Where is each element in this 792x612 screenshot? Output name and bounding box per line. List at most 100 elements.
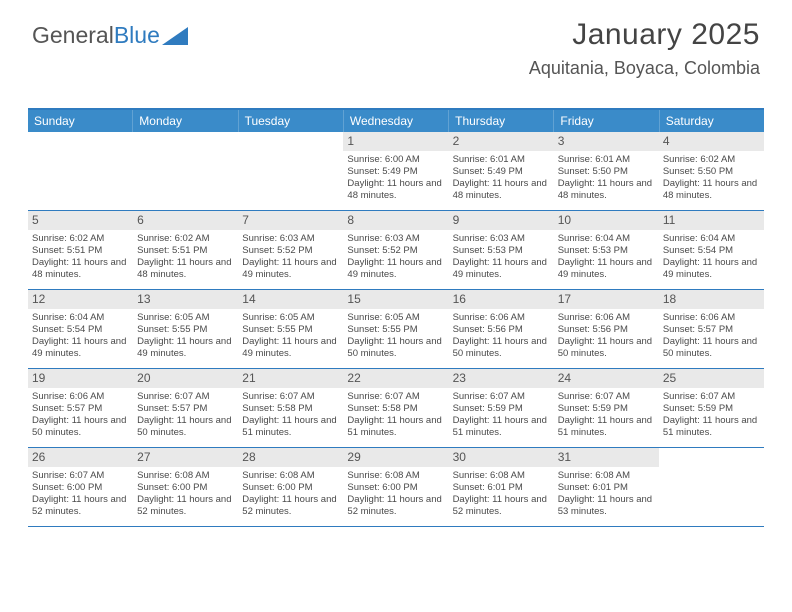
sunset-line: Sunset: 5:49 PM [347,166,444,178]
sunset-line: Sunset: 5:56 PM [558,324,655,336]
sunset-line: Sunset: 6:00 PM [347,482,444,494]
sunrise-line: Sunrise: 6:01 AM [558,154,655,166]
day-body: Sunrise: 6:01 AMSunset: 5:50 PMDaylight:… [554,153,659,206]
day-body: Sunrise: 6:08 AMSunset: 6:01 PMDaylight:… [554,469,659,522]
day-body: Sunrise: 6:07 AMSunset: 5:59 PMDaylight:… [659,390,764,443]
day-body: Sunrise: 6:06 AMSunset: 5:57 PMDaylight:… [659,311,764,364]
sunrise-line: Sunrise: 6:06 AM [32,391,129,403]
day-body: Sunrise: 6:07 AMSunset: 5:58 PMDaylight:… [343,390,448,443]
sunrise-line: Sunrise: 6:05 AM [347,312,444,324]
sunset-line: Sunset: 5:50 PM [663,166,760,178]
day-number: 7 [238,211,343,230]
sunrise-line: Sunrise: 6:08 AM [137,470,234,482]
daylight-line: Daylight: 11 hours and 50 minutes. [32,415,129,439]
day-body: Sunrise: 6:01 AMSunset: 5:49 PMDaylight:… [449,153,554,206]
daylight-line: Daylight: 11 hours and 52 minutes. [32,494,129,518]
day-body: Sunrise: 6:07 AMSunset: 6:00 PMDaylight:… [28,469,133,522]
day-number: 29 [343,448,448,467]
sunrise-line: Sunrise: 6:07 AM [137,391,234,403]
daylight-line: Daylight: 11 hours and 48 minutes. [663,178,760,202]
sunrise-line: Sunrise: 6:04 AM [32,312,129,324]
calendar-cell: 18Sunrise: 6:06 AMSunset: 5:57 PMDayligh… [659,290,764,368]
calendar-cell [238,132,343,210]
calendar-cell: 24Sunrise: 6:07 AMSunset: 5:59 PMDayligh… [554,369,659,447]
calendar-cell: 4 Sunrise: 6:02 AMSunset: 5:50 PMDaylight… [659,132,764,210]
daylight-line: Daylight: 11 hours and 51 minutes. [453,415,550,439]
calendar-cell: 23Sunrise: 6:07 AMSunset: 5:59 PMDayligh… [449,369,554,447]
daylight-line: Daylight: 11 hours and 51 minutes. [558,415,655,439]
sunrise-line: Sunrise: 6:04 AM [663,233,760,245]
day-body: Sunrise: 6:08 AMSunset: 6:01 PMDaylight:… [449,469,554,522]
weekday-header: Thursday [449,110,554,132]
calendar-cell: 17Sunrise: 6:06 AMSunset: 5:56 PMDayligh… [554,290,659,368]
sunrise-line: Sunrise: 6:08 AM [347,470,444,482]
calendar-cell: 16Sunrise: 6:06 AMSunset: 5:56 PMDayligh… [449,290,554,368]
sunrise-line: Sunrise: 6:06 AM [558,312,655,324]
day-body: Sunrise: 6:07 AMSunset: 5:58 PMDaylight:… [238,390,343,443]
calendar-cell: 22Sunrise: 6:07 AMSunset: 5:58 PMDayligh… [343,369,448,447]
daylight-line: Daylight: 11 hours and 49 minutes. [663,257,760,281]
day-body: Sunrise: 6:05 AMSunset: 5:55 PMDaylight:… [238,311,343,364]
weekday-header: Friday [554,110,659,132]
day-body: Sunrise: 6:02 AMSunset: 5:51 PMDaylight:… [28,232,133,285]
calendar-cell: 5Sunrise: 6:02 AMSunset: 5:51 PMDaylight… [28,211,133,289]
day-number: 3 [554,132,659,151]
calendar-cell: 29Sunrise: 6:08 AMSunset: 6:00 PMDayligh… [343,448,448,526]
day-body: Sunrise: 6:02 AMSunset: 5:51 PMDaylight:… [133,232,238,285]
calendar-cell: 21Sunrise: 6:07 AMSunset: 5:58 PMDayligh… [238,369,343,447]
sunset-line: Sunset: 5:51 PM [32,245,129,257]
sunset-line: Sunset: 6:01 PM [453,482,550,494]
calendar-cell: 9 Sunrise: 6:03 AMSunset: 5:53 PMDaylight… [449,211,554,289]
day-number: 8 [343,211,448,230]
sunset-line: Sunset: 5:52 PM [242,245,339,257]
sunrise-line: Sunrise: 6:05 AM [242,312,339,324]
calendar-cell: 20Sunrise: 6:07 AMSunset: 5:57 PMDayligh… [133,369,238,447]
sunset-line: Sunset: 5:58 PM [347,403,444,415]
calendar-cell: 26Sunrise: 6:07 AMSunset: 6:00 PMDayligh… [28,448,133,526]
day-body: Sunrise: 6:03 AMSunset: 5:53 PMDaylight:… [449,232,554,285]
day-body: Sunrise: 6:08 AMSunset: 6:00 PMDaylight:… [238,469,343,522]
day-body: Sunrise: 6:03 AMSunset: 5:52 PMDaylight:… [343,232,448,285]
sunrise-line: Sunrise: 6:08 AM [242,470,339,482]
sunrise-line: Sunrise: 6:07 AM [347,391,444,403]
day-number: 9 [449,211,554,230]
calendar-cell: 11Sunrise: 6:04 AMSunset: 5:54 PMDayligh… [659,211,764,289]
sunrise-line: Sunrise: 6:07 AM [663,391,760,403]
day-body: Sunrise: 6:00 AMSunset: 5:49 PMDaylight:… [343,153,448,206]
daylight-line: Daylight: 11 hours and 49 minutes. [453,257,550,281]
day-body: Sunrise: 6:04 AMSunset: 5:53 PMDaylight:… [554,232,659,285]
sunrise-line: Sunrise: 6:07 AM [242,391,339,403]
calendar-week: 5Sunrise: 6:02 AMSunset: 5:51 PMDaylight… [28,211,764,290]
calendar-cell: 15Sunrise: 6:05 AMSunset: 5:55 PMDayligh… [343,290,448,368]
sunrise-line: Sunrise: 6:08 AM [453,470,550,482]
weekday-header-row: SundayMondayTuesdayWednesdayThursdayFrid… [28,110,764,132]
day-body: Sunrise: 6:02 AMSunset: 5:50 PMDaylight:… [659,153,764,206]
day-body: Sunrise: 6:08 AMSunset: 6:00 PMDaylight:… [133,469,238,522]
sunrise-line: Sunrise: 6:03 AM [347,233,444,245]
weekday-header: Sunday [28,110,133,132]
day-number: 15 [343,290,448,309]
daylight-line: Daylight: 11 hours and 50 minutes. [347,336,444,360]
day-number: 2 [449,132,554,151]
sunset-line: Sunset: 5:52 PM [347,245,444,257]
calendar-cell: 2 Sunrise: 6:01 AMSunset: 5:49 PMDaylight… [449,132,554,210]
sunrise-line: Sunrise: 6:04 AM [558,233,655,245]
sunrise-line: Sunrise: 6:00 AM [347,154,444,166]
day-number: 4 [659,132,764,151]
daylight-line: Daylight: 11 hours and 52 minutes. [242,494,339,518]
calendar-cell: 19Sunrise: 6:06 AMSunset: 5:57 PMDayligh… [28,369,133,447]
daylight-line: Daylight: 11 hours and 48 minutes. [453,178,550,202]
day-number: 31 [554,448,659,467]
sunset-line: Sunset: 5:56 PM [453,324,550,336]
sunset-line: Sunset: 6:00 PM [137,482,234,494]
sunset-line: Sunset: 6:00 PM [32,482,129,494]
calendar: SundayMondayTuesdayWednesdayThursdayFrid… [28,108,764,527]
sunset-line: Sunset: 5:49 PM [453,166,550,178]
calendar-cell: 8 Sunrise: 6:03 AMSunset: 5:52 PMDaylight… [343,211,448,289]
daylight-line: Daylight: 11 hours and 48 minutes. [32,257,129,281]
weekday-header: Tuesday [239,110,344,132]
calendar-week: 26Sunrise: 6:07 AMSunset: 6:00 PMDayligh… [28,448,764,527]
logo-text-1: General [32,22,114,49]
calendar-cell [133,132,238,210]
day-number: 24 [554,369,659,388]
